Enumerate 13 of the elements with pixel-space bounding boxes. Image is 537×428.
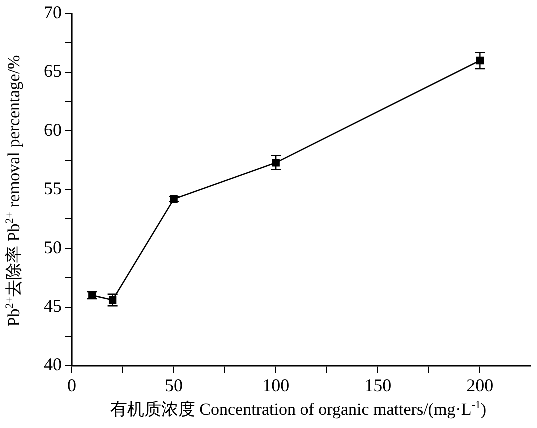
x-tick-label: 100 <box>262 376 290 396</box>
y-tick-label: 60 <box>44 120 62 140</box>
x-tick-label: 150 <box>364 376 392 396</box>
y-tick-label: 70 <box>44 2 62 23</box>
x-tick-label: 50 <box>165 376 184 396</box>
y-tick-label: 65 <box>44 61 62 82</box>
y-tick-label: 55 <box>44 178 62 199</box>
x-axis-title: 有机质浓度 Concentration of organic matters/(mg·L$^{-1}$) <box>109 398 488 421</box>
x-tick-label: 0 <box>68 376 76 396</box>
y-tick-label: 45 <box>44 296 62 316</box>
x-tick-label: 200 <box>466 376 494 396</box>
y-tick-label: 40 <box>44 354 62 375</box>
y-tick-label: 50 <box>44 237 62 258</box>
